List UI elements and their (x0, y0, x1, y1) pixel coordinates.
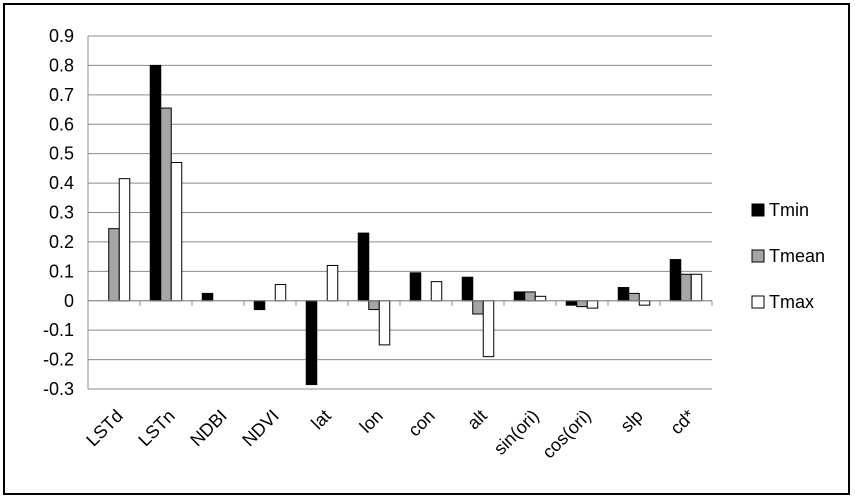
legend-swatch (751, 203, 765, 217)
bar-tmax-cd (690, 273, 703, 302)
bar-tmin-lat (305, 300, 318, 386)
bar-tmean-cosori (576, 300, 588, 308)
bar-tmax-lat (326, 264, 339, 302)
bar-tmin-alt (461, 276, 474, 302)
legend-label: Tmax (769, 292, 814, 312)
x-category-label: cos(ori) (538, 406, 595, 463)
chart-frame (3, 3, 850, 495)
legend: Tmin Tmean Tmax (751, 200, 825, 312)
x-category-label: slp (616, 406, 646, 436)
bar-tmax-NDVI (274, 284, 287, 302)
bar-tmin-lon (357, 232, 370, 302)
y-tick-label: 0.6 (49, 114, 74, 134)
x-axis-category-labels: LSTd LSTn NDBI NDVI lat lon con altsin(ori)cos(… (82, 406, 699, 463)
x-category-label: NDVI (238, 406, 283, 451)
y-tick-label: 0.8 (49, 55, 74, 75)
legend-label: Tmin (769, 200, 809, 220)
bars (108, 64, 703, 386)
x-category-label: lon (356, 406, 387, 437)
bar-tmax-lon (378, 300, 391, 346)
bar-tmin-slp (617, 287, 630, 302)
x-category-label: alt (463, 406, 491, 434)
y-tick-label: -0.2 (43, 350, 74, 370)
bar-tmax-con (430, 281, 443, 302)
bar-tmax-cosori (586, 300, 599, 309)
bar-tmean-LSTn (160, 107, 172, 302)
x-category-label: lat (307, 406, 335, 434)
bar-tmin-cosori (565, 300, 578, 306)
legend-swatch (751, 295, 765, 309)
x-category-label: cd* (666, 406, 699, 439)
legend-label: Tmean (769, 246, 825, 266)
legend-swatch (751, 249, 765, 263)
bar-tmean-sinori (524, 291, 536, 302)
x-category-label: LSTd (82, 406, 127, 451)
bar-tmean-LSTd (108, 228, 120, 302)
y-tick-label: 0.7 (49, 85, 74, 105)
y-tick-label: 0.9 (49, 26, 74, 46)
bar-tmax-LSTd (118, 178, 131, 302)
bar-tmean-slp (628, 292, 640, 302)
bar-tmin-NDBI (201, 292, 214, 302)
bar-tmin-con (409, 272, 422, 302)
x-category-label: sin(ori) (490, 406, 543, 459)
bar-tmean-cd (680, 273, 692, 302)
y-tick-label: -0.3 (43, 379, 74, 399)
bar-tmax-sinori (534, 295, 547, 302)
y-tick-label: 0 (64, 291, 74, 311)
y-tick-label: 0.2 (49, 232, 74, 252)
bar-tmax-LSTn (170, 161, 183, 302)
bar-tmin-sinori (513, 291, 526, 302)
y-tick-label: 0.4 (49, 173, 74, 193)
y-tick-label: 0.3 (49, 203, 74, 223)
bar-tmean-alt (472, 300, 484, 315)
y-tick-label: 0.5 (49, 144, 74, 164)
y-tick-label: -0.1 (43, 320, 74, 340)
bar-tmin-LSTn (149, 64, 162, 302)
bar-tmean-lon (368, 300, 380, 311)
axes (87, 36, 713, 389)
x-category-label: con (404, 406, 439, 441)
y-tick-label: 0.1 (49, 261, 74, 281)
bar-tmin-NDVI (253, 300, 266, 311)
bar-tmin-cd (669, 259, 682, 302)
y-axis-tick-labels: 0.9 0.8 0.7 0.6 0.5 0.4 0.3 0.2 0.1 0 -0.1 -0.2 -0.3 (43, 26, 74, 399)
x-category-label: NDBI (186, 406, 231, 451)
bar-tmax-alt (482, 300, 495, 358)
bar-tmax-slp (638, 300, 651, 306)
x-category-label: LSTn (134, 406, 179, 451)
